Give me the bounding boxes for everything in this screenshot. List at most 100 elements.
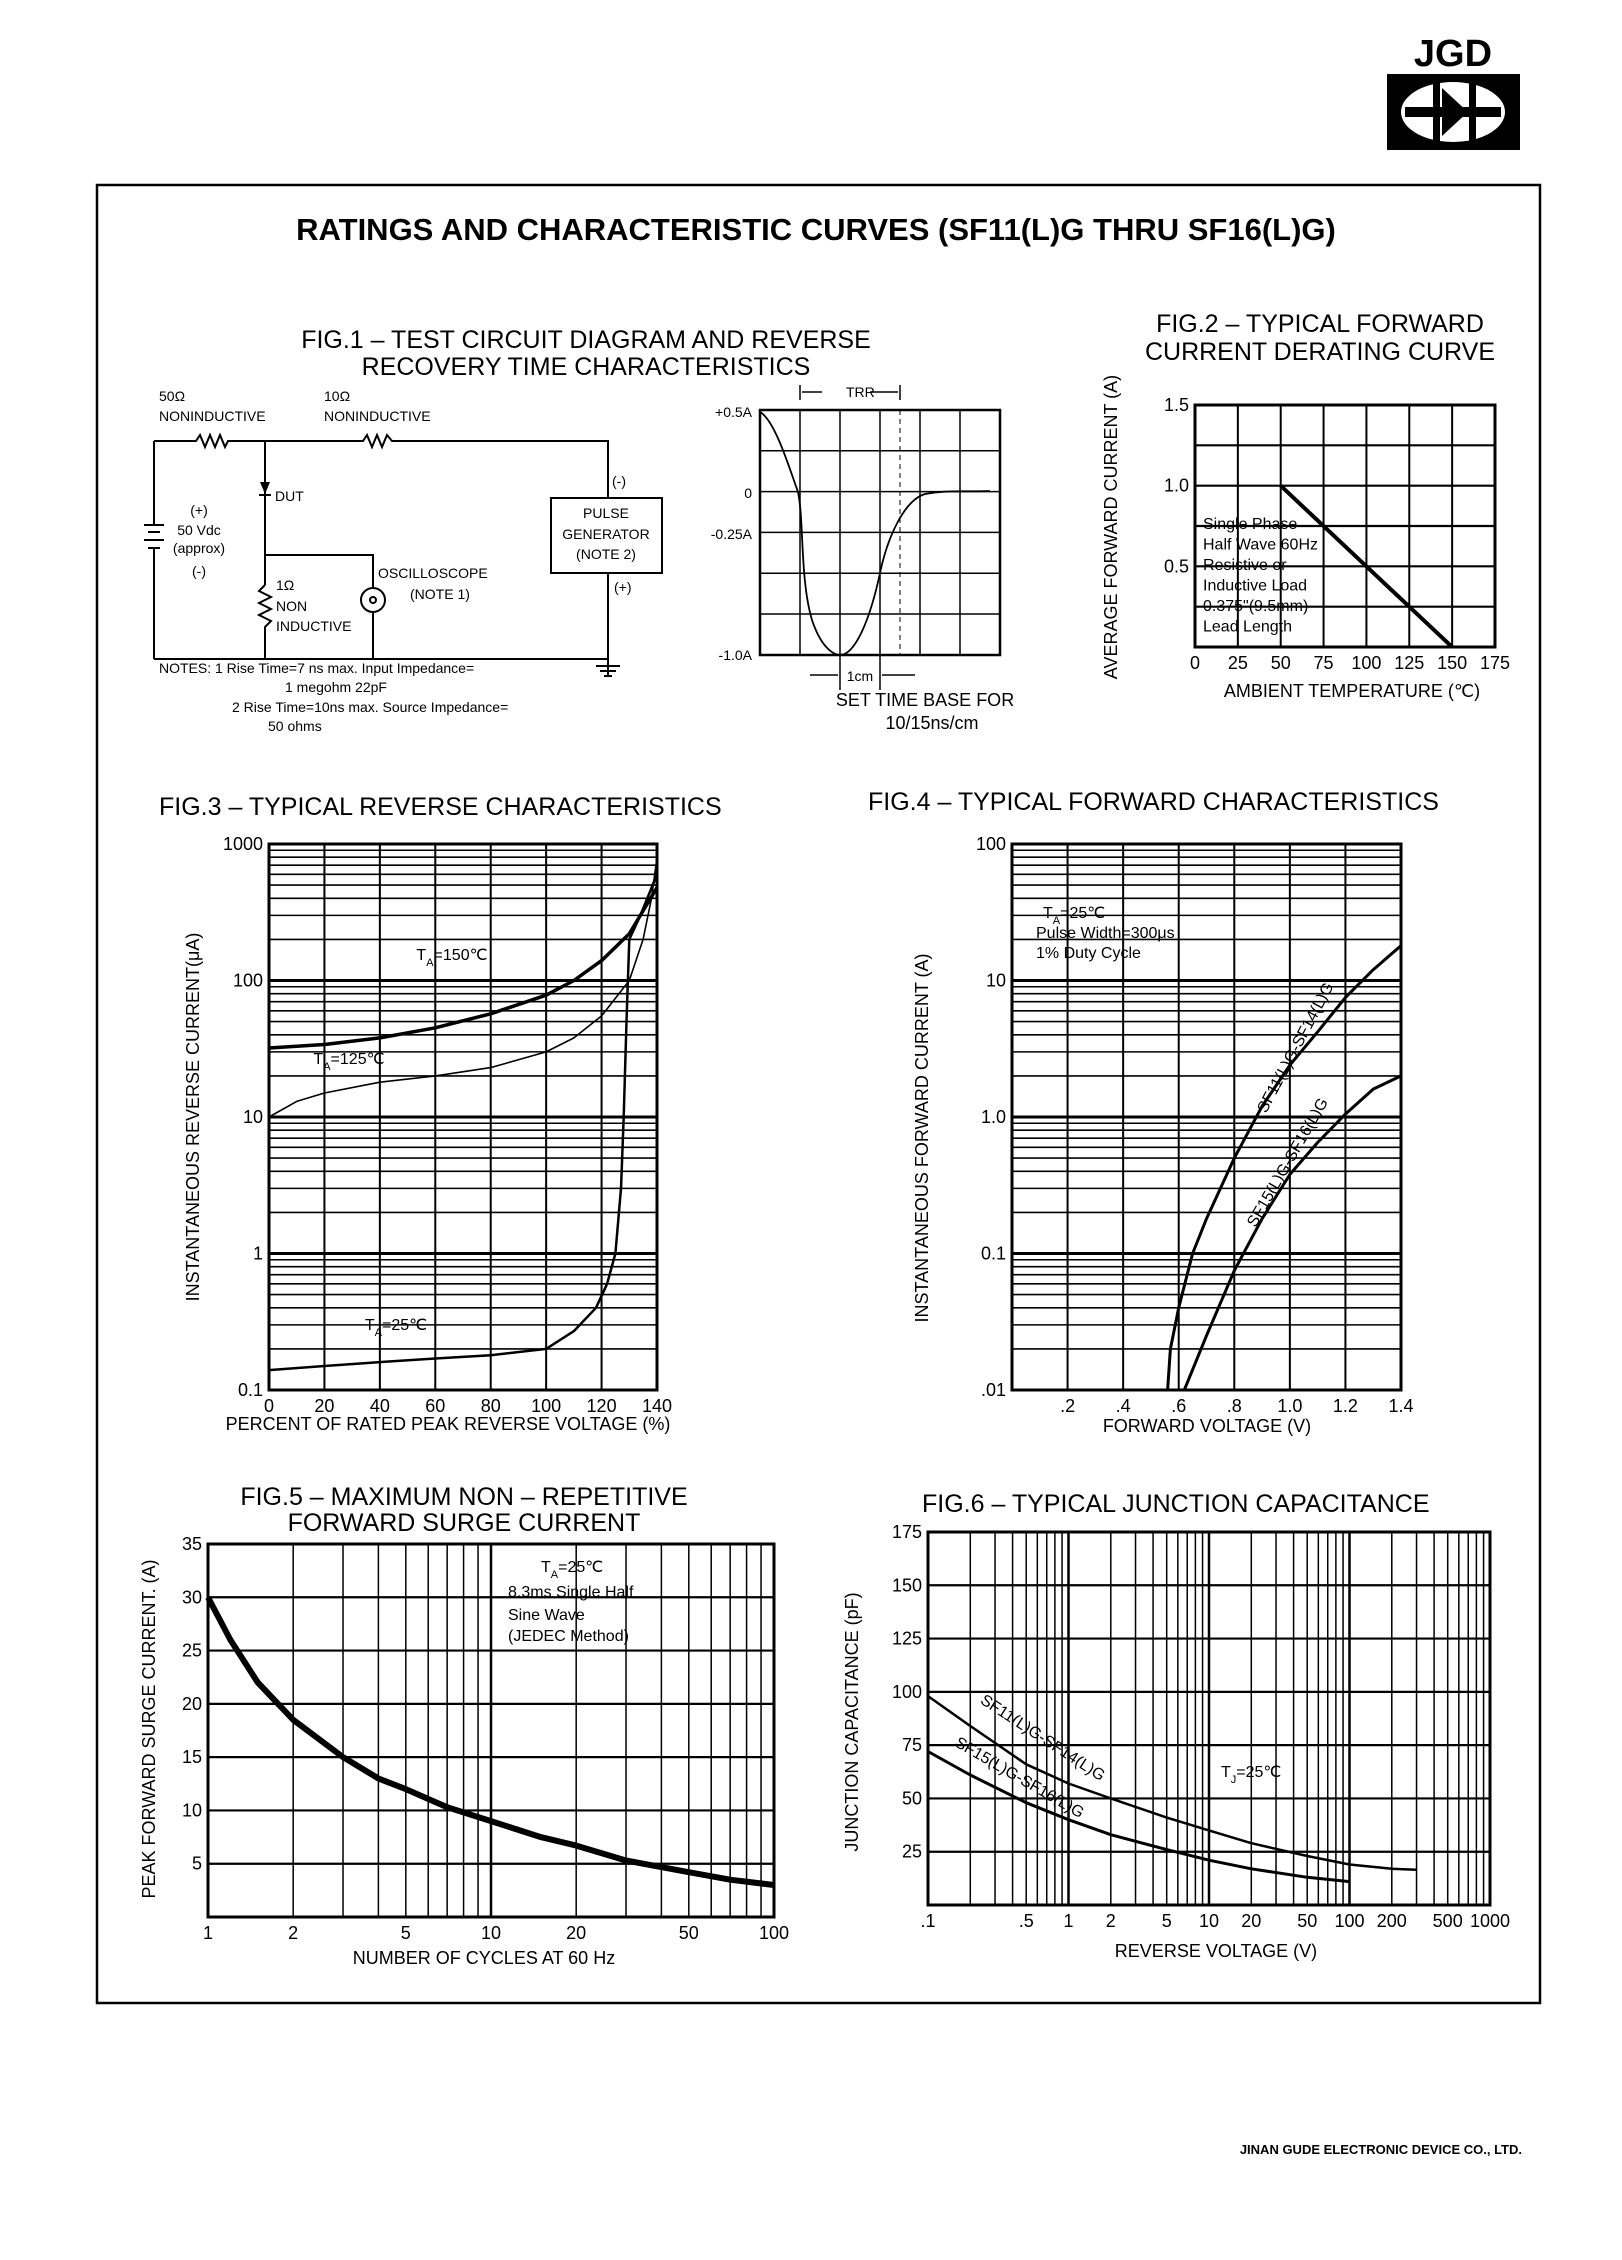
plot-frame [1010,842,1403,1392]
y-tick-label: 1.5 [1164,395,1189,415]
chart-title: FIG.5 – MAXIMUM NON – REPETITIVE [240,1483,687,1511]
plot-frame [926,1530,1492,1907]
label-rest: =25℃ [382,1317,427,1334]
page-frame [95,183,1542,2005]
x-tick-label: 20 [314,1396,334,1416]
pg-line1: PULSE [583,505,629,521]
x-tick-label: 125 [1394,653,1424,673]
y-axis-label: INSTANTANEOUS FORWARD CURRENT (A) [912,953,932,1322]
label-sub: A [323,1061,331,1073]
x-tick-label: 1.0 [1277,1396,1302,1416]
annotation-line: Resistive or [1203,557,1287,574]
y-tick-label: 0.1 [238,1380,263,1400]
annotation: Pulse Width=300μs [1036,925,1175,942]
top-wire [154,432,609,498]
y-tick-label: 30 [182,1587,202,1607]
annotation-line: Inductive Load [1203,578,1307,595]
label-sub: A [375,1327,383,1339]
annotation-line: 0.375"(9.5mm) [1203,598,1308,615]
jgd-logo: JGD [1387,33,1520,150]
x-tick-label: 100 [759,1923,789,1943]
label-rest: =125℃ [331,1051,385,1068]
x-tick-label: 100 [1351,653,1381,673]
r3-line3: INDUCTIVE [276,618,351,634]
y-axis-label: PEAK FORWARD SURGE CURRENT. (A) [139,1559,159,1898]
grid [208,1544,774,1917]
annotation: TA=25℃ [1043,905,1105,927]
page-title: RATINGS AND CHARACTERISTIC CURVES (SF11(… [296,212,1336,247]
x-tick-label: 5 [1162,1911,1172,1931]
x-tick-label: 150 [1437,653,1467,673]
y-tick-label: 0.5 [1164,556,1189,576]
fig6-chart: FIG.6 – TYPICAL JUNCTION CAPACITANCE .1 .5… [842,1490,1510,1961]
annotation: Sine Wave [508,1607,585,1624]
plot-frame [1193,403,1497,649]
r1-type: NONINDUCTIVE [159,408,266,424]
y-tick-label: 1000 [223,834,263,854]
label-main: T [541,1559,551,1576]
label-rest: =25℃ [558,1559,603,1576]
series-line-0 [927,1695,1417,1872]
r3-line2: NON [276,598,307,614]
chart-title: FIG.3 – TYPICAL REVERSE CHARACTERISTICS [159,793,722,821]
x-tick-label: .6 [1171,1396,1186,1416]
label-main: T [1221,1764,1231,1781]
x-axis-label: NUMBER OF CYCLES AT 60 Hz [353,1948,615,1968]
recovery-waveform: +0.5A 0 -0.25A -1.0A TRR 1cm SET TIME BA… [711,384,1014,733]
y-tick-label: 100 [233,971,263,991]
plot-frame [206,1542,776,1919]
y-tick-label: 10 [986,971,1006,991]
x-tick-label: .5 [1019,1911,1034,1931]
x-axis-label: REVERSE VOLTAGE (V) [1115,1941,1317,1961]
x-tick-label: 140 [642,1396,672,1416]
x-tick-label: 1.2 [1333,1396,1358,1416]
x-tick-label: 100 [1334,1911,1364,1931]
series-line-1 [927,1750,1350,1884]
recovery-curve [759,411,991,656]
wave-label-minus025: -0.25A [711,526,753,542]
series-label: TA=125℃ [313,1051,384,1073]
series-line-0 [1166,944,1402,1391]
x-tick-label: 2 [1106,1911,1116,1931]
time-base-line2: 10/15ns/cm [885,713,978,733]
x-tick-label: .4 [1116,1396,1131,1416]
series-label: TA=25℃ [365,1317,427,1339]
y-tick-label: 15 [182,1747,202,1767]
source-minus: (-) [192,563,206,579]
y-tick-label: 0.1 [981,1244,1006,1264]
x-axis-label: FORWARD VOLTAGE (V) [1103,1416,1311,1436]
fig1-title-line2: RECOVERY TIME CHARACTERISTICS [362,353,811,381]
wave-label-plus05: +0.5A [715,404,753,420]
y-tick-label: 75 [902,1735,922,1755]
x-tick-label: 25 [1228,653,1248,673]
x-tick-label: 0 [1190,653,1200,673]
grid [928,1532,1490,1905]
y-tick-label: 150 [892,1575,922,1595]
series-line-1 [268,857,658,1118]
fig1-test-circuit: FIG.1 – TEST CIRCUIT DIAGRAM AND REVERSE… [144,326,1014,734]
trr-label: TRR [846,384,875,400]
y-tick-label: 5 [192,1854,202,1874]
label-sub: A [426,957,434,969]
label-sub: A [551,1569,559,1581]
x-tick-label: 1 [203,1923,213,1943]
x-tick-label: 0 [264,1396,274,1416]
x-tick-label: 10 [481,1923,501,1943]
chart-title: FIG.4 – TYPICAL FORWARD CHARACTERISTICS [868,788,1439,816]
dut-label: DUT [275,488,304,504]
x-tick-label: 100 [531,1396,561,1416]
y-axis-label: JUNCTION CAPACITANCE (pF) [842,1592,862,1851]
label-sub: J [1231,1774,1237,1786]
series-line-2 [268,873,659,1372]
series-line-1 [1182,1074,1402,1391]
series-label: TA=150℃ [416,947,487,969]
x-tick-label: 40 [370,1396,390,1416]
r2-value: 10Ω [324,388,350,404]
x-tick-label: 120 [587,1396,617,1416]
wave-label-minus1: -1.0A [719,647,753,663]
source-plus: (+) [190,502,208,518]
label-main: T [416,947,426,964]
time-base-line1: SET TIME BASE FOR [836,690,1014,710]
